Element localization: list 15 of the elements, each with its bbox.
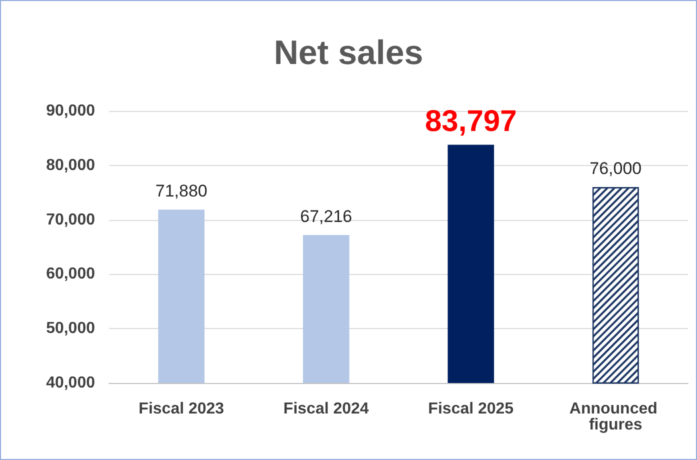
y-tick-label: 50,000 <box>46 320 96 338</box>
data-label: 71,880 <box>155 182 208 201</box>
y-tick-label: 60,000 <box>46 266 96 283</box>
y-tick-label: 70,000 <box>46 211 96 228</box>
y-tick-label: 80,000 <box>46 156 96 174</box>
x-tick-label: Fiscal 2025 <box>428 400 514 418</box>
x-tick-label: Fiscal 2023 <box>138 400 224 418</box>
data-label: 83,797 <box>424 105 517 138</box>
y-tick-label: 90,000 <box>46 102 96 120</box>
x-tick-label: Announced figures <box>569 400 662 434</box>
data-label: 76,000 <box>590 159 642 178</box>
chart-title: Net sales <box>274 34 424 72</box>
data-label: 67,216 <box>300 206 352 226</box>
y-tick-label: 40,000 <box>46 374 96 392</box>
x-tick-label: Fiscal 2024 <box>283 400 369 418</box>
